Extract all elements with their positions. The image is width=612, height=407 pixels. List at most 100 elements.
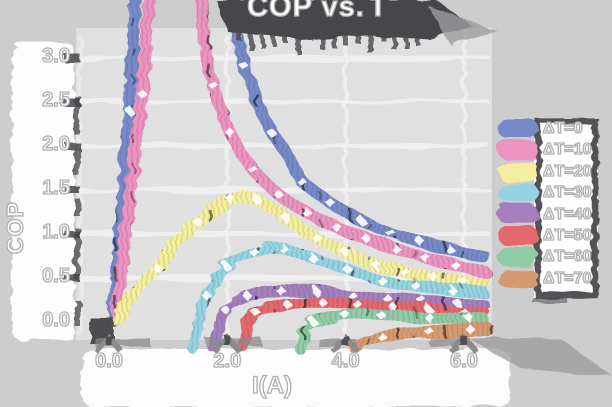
title-drip	[236, 28, 241, 40]
title-drip	[272, 28, 277, 46]
x-axis-label: I(A)	[251, 371, 292, 399]
y-tick-ink	[64, 142, 80, 150]
diamond-marker	[302, 207, 313, 218]
diamond-marker	[411, 281, 422, 292]
title-drip	[260, 36, 265, 48]
left-spine-segment	[74, 198, 80, 216]
diamond-marker	[296, 176, 307, 187]
diamond-marker	[272, 188, 283, 199]
left-spine-segment	[74, 300, 80, 326]
legend-paper	[534, 118, 598, 298]
chart-title: COP vs. I	[246, 0, 383, 24]
title-drip	[248, 32, 253, 50]
legend-item-label: ΔT=60	[542, 248, 592, 266]
diamond-marker	[355, 214, 366, 225]
diamond-marker	[391, 244, 401, 254]
diamond-marker	[278, 244, 289, 254]
series-4	[187, 242, 491, 354]
legend-item-label: ΔT=40	[542, 205, 592, 223]
diamond-marker	[225, 193, 236, 204]
diamond-marker	[376, 274, 387, 285]
diamond-marker	[325, 198, 336, 209]
diamond-marker	[222, 262, 233, 273]
legend-swatch	[498, 140, 538, 160]
series-dashes	[106, 0, 491, 328]
legend-swatch	[498, 204, 538, 224]
diamond-marker	[124, 105, 135, 116]
diamond-marker	[308, 317, 319, 327]
diamond-marker	[423, 325, 434, 336]
diamond-marker	[331, 222, 342, 232]
y-tick-label: 1.0	[42, 220, 71, 243]
legend-item-label: ΔT=70	[542, 269, 592, 287]
diamond-marker	[136, 88, 147, 99]
title-drip	[284, 32, 289, 44]
legend-swatch	[498, 268, 538, 288]
diamond-marker	[464, 324, 475, 334]
legend-swatch	[498, 119, 538, 138]
diamond-marker	[420, 252, 431, 263]
legend-item-label: ΔT=50	[542, 226, 592, 244]
y-tick-label: 2.5	[42, 88, 71, 111]
x-tick-label: 2.0	[213, 349, 242, 372]
diamond-marker	[340, 247, 351, 258]
left-spine-segment	[74, 95, 80, 135]
left-spine-segment	[74, 228, 80, 280]
x-tick-ink	[224, 336, 231, 346]
diamond-marker	[340, 262, 351, 273]
diamond-marker	[201, 290, 212, 301]
title-drip	[344, 28, 349, 46]
legend-swatch	[498, 183, 538, 203]
diamond-marker	[281, 213, 292, 224]
title-drip	[320, 32, 325, 50]
diamond-marker	[192, 216, 203, 227]
title-drip	[392, 32, 397, 50]
legend-border	[534, 117, 599, 299]
series-dashes	[236, 296, 491, 354]
diamond-marker	[311, 232, 322, 243]
diamond-marker	[340, 310, 351, 320]
brush-smear	[428, 6, 497, 44]
y-tick-ink	[64, 186, 80, 194]
diamond-marker	[317, 296, 327, 307]
diamond-marker	[459, 276, 469, 287]
title-drip	[356, 32, 361, 44]
series-2	[108, 0, 491, 328]
diamond-marker	[281, 298, 292, 309]
diamond-marker	[385, 227, 396, 238]
legend-item-label: ΔT=10	[542, 141, 592, 159]
x-tick-ink	[342, 336, 349, 346]
title-drip	[308, 28, 313, 40]
legend-box	[498, 117, 599, 299]
diamond-marker	[361, 233, 372, 244]
diamond-marker	[249, 165, 259, 176]
title-drip	[368, 36, 373, 54]
diamond-marker	[417, 295, 428, 306]
title-drip	[296, 36, 301, 54]
diamond-marker	[399, 266, 410, 277]
diamond-marker	[447, 285, 458, 296]
diamond-marker	[376, 331, 387, 342]
series-8	[349, 322, 495, 355]
x-tick-label: 0.0	[94, 349, 123, 372]
diamond-marker	[243, 291, 253, 302]
legend-swatch	[498, 247, 538, 267]
diamond-marker	[249, 246, 259, 257]
legend-shadow	[533, 295, 567, 303]
diamond-marker	[222, 306, 233, 317]
diamond-marker	[308, 253, 319, 264]
diamond-marker	[382, 293, 393, 304]
diamond-marker	[151, 262, 162, 273]
diamond-marker	[376, 310, 387, 320]
diamond-marker	[311, 286, 322, 297]
data-series	[106, 0, 495, 355]
diamond-marker	[352, 299, 363, 310]
ytick-paper-patch	[12, 42, 74, 340]
series-3	[107, 190, 491, 328]
y-tick-label: 1.5	[42, 176, 71, 199]
series-dashes	[107, 190, 491, 328]
series-7	[294, 308, 491, 354]
xtick-paper-patch	[82, 349, 510, 407]
x-tick-label: 4.0	[331, 349, 360, 372]
